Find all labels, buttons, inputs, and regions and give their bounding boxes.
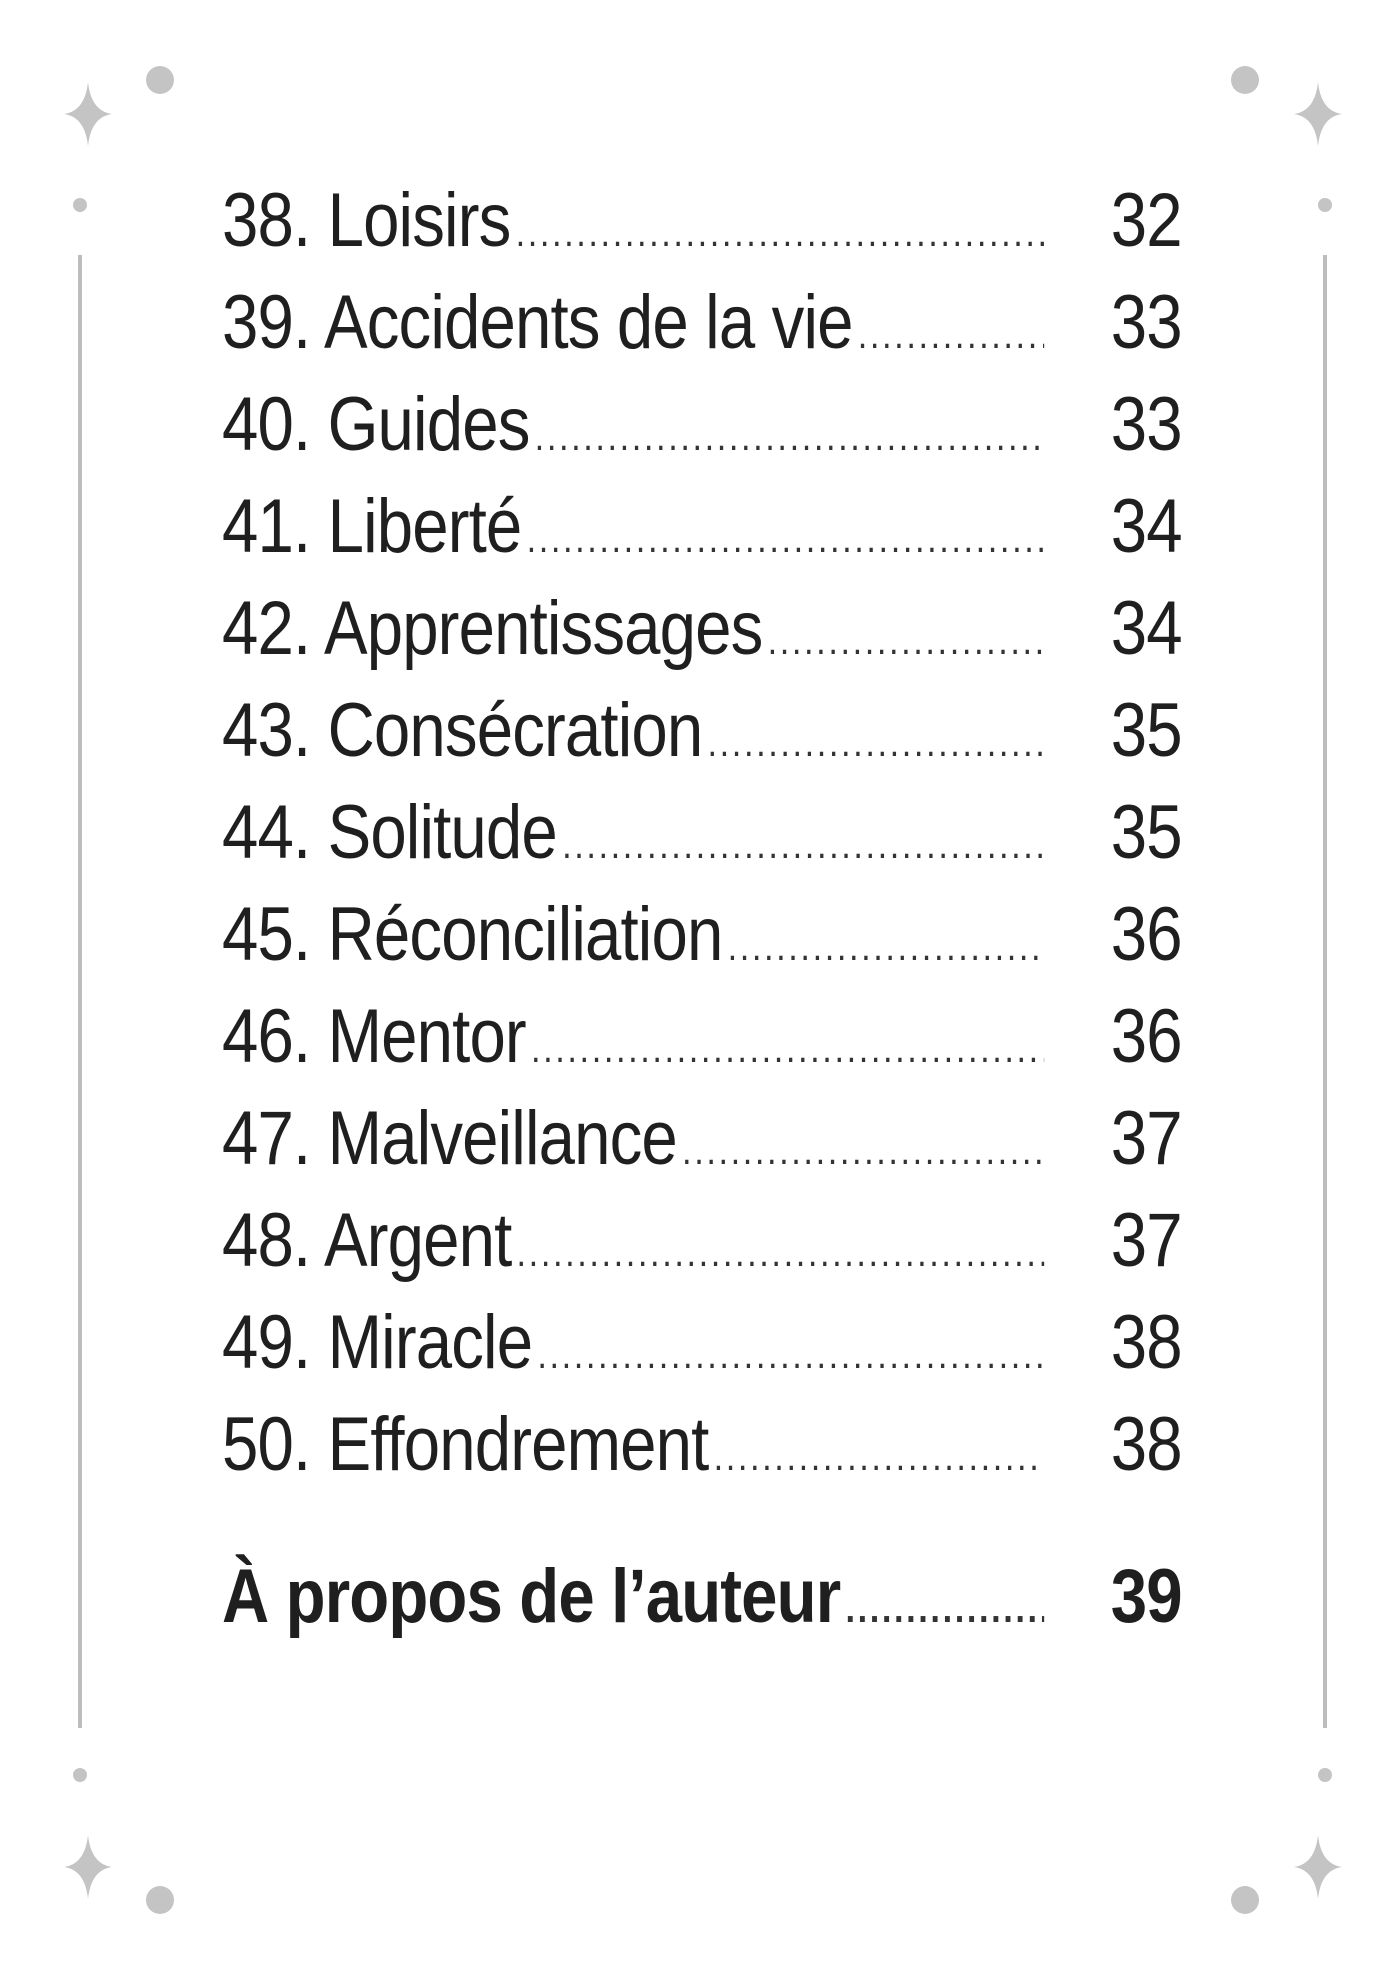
toc-entry-title: 41. Liberté [222,484,522,569]
toc-entry-title: 43. Consécration [222,688,703,773]
dot-leader [516,182,1045,284]
toc-entry[interactable]: 47. Malveillance 37 [222,1088,1183,1190]
toc-entry-page: 32 [1110,178,1183,263]
toc-entry-page: 33 [1110,382,1183,467]
toc-entry[interactable]: 41. Liberté 34 [222,476,1183,578]
toc-entry[interactable]: 45. Réconciliation 36 [222,884,1183,986]
toc-entry[interactable]: 50. Effondrement 38 [222,1394,1183,1496]
sparkle-icon [1294,1835,1342,1899]
dot-leader [768,590,1045,692]
toc-entry-title: 50. Effondrement [222,1402,709,1487]
dot-leader [714,1406,1045,1508]
toc-entry-page: 34 [1110,484,1183,569]
toc-entry-page: 36 [1110,994,1183,1079]
dot-leader [527,488,1045,590]
ornament-dot [146,66,174,94]
dot-leader [858,284,1044,386]
toc-entry[interactable]: 46. Mentor 36 [222,986,1183,1088]
toc-entry[interactable]: 38. Loisirs 32 [222,170,1183,272]
sparkle-icon [64,1835,112,1899]
toc-entry-title: 44. Solitude [222,790,558,875]
dot-leader [531,998,1044,1100]
toc-entry-page: 39 [1110,1554,1183,1639]
toc-entry-title: 39. Accidents de la vie [222,280,853,365]
toc-entry-title: 40. Guides [222,382,530,467]
toc-entry-page: 33 [1110,280,1183,365]
dot-leader [682,1100,1044,1202]
toc-entry-page: 36 [1110,892,1183,977]
ornament-dot-small [73,1768,87,1782]
dot-leader [728,896,1045,998]
toc-entry-title: 42. Apprentissages [222,586,763,671]
toc-entry-title: 45. Réconciliation [222,892,723,977]
ornament-dot-small [1318,1768,1332,1782]
toc-entry-title: À propos de l’auteur [222,1554,841,1639]
sparkle-icon [64,82,112,146]
toc-entry[interactable]: 40. Guides 33 [222,374,1183,476]
toc-entry[interactable]: 39. Accidents de la vie 33 [222,272,1183,374]
ornament-dot [146,1886,174,1914]
table-of-contents: 38. Loisirs 32 39. Accidents de la vie 3… [222,170,1183,1648]
toc-entry-page: 35 [1110,790,1183,875]
toc-entry-title: 48. Argent [222,1198,512,1283]
dot-leader [708,692,1045,794]
toc-entry-page: 37 [1110,1198,1183,1283]
dot-leader [537,1304,1044,1406]
sparkle-icon [1294,82,1342,146]
toc-entry-title: 38. Loisirs [222,178,511,263]
toc-entry[interactable]: 44. Solitude 35 [222,782,1183,884]
toc-entry-page: 38 [1110,1402,1183,1487]
toc-entry-page: 34 [1110,586,1183,671]
ornament-dot-small [1318,198,1332,212]
toc-entry[interactable]: 49. Miracle 38 [222,1292,1183,1394]
toc-entry-page: 35 [1110,688,1183,773]
toc-entry[interactable]: 48. Argent 37 [222,1190,1183,1292]
dot-leader [517,1202,1045,1304]
ornament-dot [1231,66,1259,94]
toc-entry-about-author[interactable]: À propos de l’auteur 39 [222,1546,1183,1648]
ornament-dot [1231,1886,1259,1914]
ornament-dot-small [73,198,87,212]
toc-entry-title: 46. Mentor [222,994,527,1079]
toc-entry-page: 38 [1110,1300,1183,1385]
toc-entry[interactable]: 42. Apprentissages 34 [222,578,1183,680]
dot-leader [845,1558,1044,1660]
toc-entry[interactable]: 43. Consécration 35 [222,680,1183,782]
toc-entry-title: 47. Malveillance [222,1096,678,1181]
toc-entry-title: 49. Miracle [222,1300,533,1385]
dot-leader [535,386,1044,488]
dot-leader [562,794,1044,896]
toc-entry-page: 37 [1110,1096,1183,1181]
